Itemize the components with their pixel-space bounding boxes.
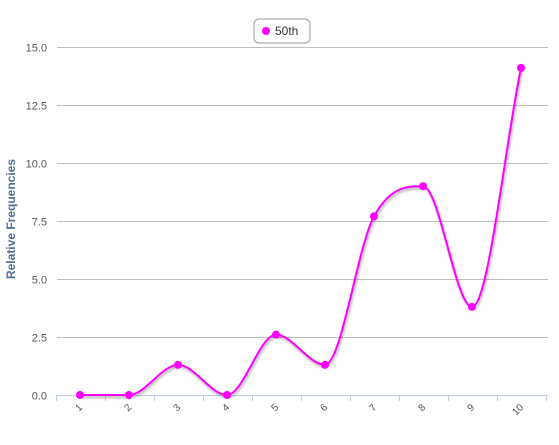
gridlines bbox=[57, 47, 548, 396]
x-tick-label: 1 bbox=[73, 402, 85, 414]
series-line bbox=[79, 67, 522, 397]
data-point[interactable] bbox=[419, 182, 427, 191]
x-tick-label: 9 bbox=[465, 402, 477, 414]
y-tick-label: 2.5 bbox=[32, 333, 47, 345]
x-tick-label: 5 bbox=[269, 402, 281, 414]
y-tick-label: 10.0 bbox=[26, 159, 47, 171]
y-tick-label: 5.0 bbox=[32, 275, 47, 287]
legend-item-label: 50th bbox=[275, 24, 298, 38]
x-tick-label: 4 bbox=[220, 402, 232, 414]
y-tick-label: 0.0 bbox=[32, 391, 47, 403]
x-tick-label: 10 bbox=[510, 402, 526, 418]
legend[interactable]: 50th bbox=[253, 18, 311, 44]
x-tick-label: 7 bbox=[367, 402, 379, 414]
y-tick-label: 7.5 bbox=[32, 217, 47, 229]
x-tick-label: 2 bbox=[122, 402, 134, 414]
data-point[interactable] bbox=[76, 391, 84, 399]
x-tick-label: 6 bbox=[318, 402, 330, 414]
series-layer bbox=[76, 63, 525, 399]
data-point[interactable] bbox=[174, 360, 182, 369]
y-tick-label: 12.5 bbox=[26, 101, 47, 113]
y-axis-title: Relative Frequencies bbox=[4, 159, 18, 279]
data-point[interactable] bbox=[125, 391, 133, 399]
y-axis: 0.0 2.5 5.0 7.5 10.0 12.5 15.0 bbox=[26, 43, 47, 403]
data-point[interactable] bbox=[321, 360, 329, 369]
y-tick-label: 15.0 bbox=[26, 43, 47, 55]
data-point[interactable] bbox=[517, 63, 525, 72]
x-tick-label: 3 bbox=[171, 402, 183, 414]
x-tick-label: 8 bbox=[416, 402, 428, 414]
data-point[interactable] bbox=[468, 302, 476, 311]
data-point[interactable] bbox=[272, 330, 280, 339]
legend-box bbox=[253, 18, 311, 44]
legend-marker-icon bbox=[262, 27, 270, 35]
data-point[interactable] bbox=[370, 212, 378, 221]
data-point[interactable] bbox=[223, 391, 231, 399]
